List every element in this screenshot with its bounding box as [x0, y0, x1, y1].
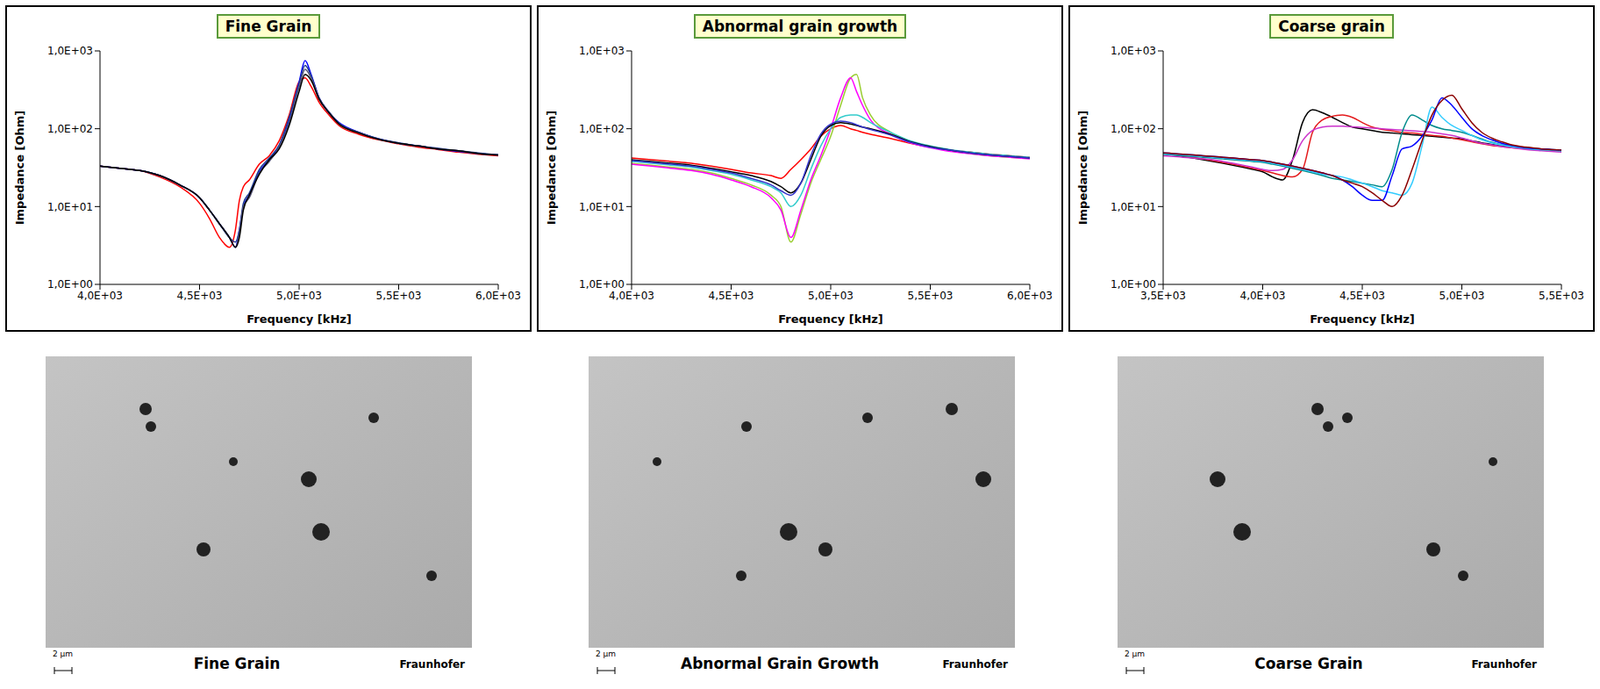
svg-text:5,5E+03: 5,5E+03	[376, 289, 422, 302]
svg-text:1,0E+01: 1,0E+01	[578, 200, 625, 214]
html-text:Fraunhofer: Fraunhofer	[942, 657, 1008, 671]
html-text:Abnormal Grain Growth: Abnormal Grain Growth	[680, 654, 879, 672]
html-text:2 µm: 2 µm	[1124, 649, 1145, 658]
svg-text:Impedance [Ohm]: Impedance [Ohm]	[1076, 110, 1090, 226]
html-text:Coarse Grain: Coarse Grain	[1254, 654, 1363, 672]
html-text:Abnormal grain growth: Abnormal grain growth	[702, 17, 898, 36]
html-text:Fine Grain: Fine Grain	[193, 654, 281, 672]
html-text:2 µm: 2 µm	[595, 649, 616, 658]
svg-text:3,5E+03: 3,5E+03	[1140, 289, 1186, 302]
svg-text:Impedance [Ohm]: Impedance [Ohm]	[13, 110, 27, 226]
svg-text:Frequency [kHz]: Frequency [kHz]	[246, 312, 352, 326]
svg-text:4,0E+03: 4,0E+03	[608, 289, 655, 302]
svg-text:4,5E+03: 4,5E+03	[708, 289, 755, 302]
svg-text:6,0E+03: 6,0E+03	[475, 289, 522, 302]
svg-text:1,0E+00: 1,0E+00	[578, 278, 625, 291]
svg-text:5,5E+03: 5,5E+03	[1538, 289, 1585, 302]
svg-text:Impedance [Ohm]: Impedance [Ohm]	[544, 110, 558, 226]
svg-text:1,0E+01: 1,0E+01	[47, 200, 93, 214]
svg-text:5,0E+03: 5,0E+03	[1439, 289, 1486, 302]
svg-text:4,0E+03: 4,0E+03	[77, 289, 123, 302]
html-text:2 µm: 2 µm	[52, 649, 73, 658]
svg-text:1,0E+03: 1,0E+03	[1110, 44, 1157, 58]
svg-text:4,5E+03: 4,5E+03	[177, 289, 223, 302]
svg-text:4,5E+03: 4,5E+03	[1339, 289, 1386, 302]
svg-text:5,5E+03: 5,5E+03	[907, 289, 954, 302]
svg-text:1,0E+01: 1,0E+01	[1110, 200, 1157, 214]
svg-text:1,0E+03: 1,0E+03	[47, 44, 93, 58]
svg-text:6,0E+03: 6,0E+03	[1007, 289, 1053, 302]
html-text:Coarse grain: Coarse grain	[1278, 17, 1385, 36]
svg-text:1,0E+03: 1,0E+03	[578, 44, 625, 58]
svg-text:4,0E+03: 4,0E+03	[1240, 289, 1286, 302]
html-text:Fraunhofer: Fraunhofer	[399, 657, 465, 671]
svg-text:1,0E+02: 1,0E+02	[1110, 122, 1157, 136]
svg-text:1,0E+02: 1,0E+02	[47, 122, 93, 136]
svg-text:Frequency [kHz]: Frequency [kHz]	[778, 312, 884, 326]
svg-text:5,0E+03: 5,0E+03	[807, 289, 854, 302]
html-text:Fraunhofer: Fraunhofer	[1471, 657, 1537, 671]
svg-text:1,0E+02: 1,0E+02	[578, 122, 625, 136]
html-text:Fine Grain: Fine Grain	[225, 17, 312, 36]
svg-text:Frequency [kHz]: Frequency [kHz]	[1309, 312, 1415, 326]
svg-text:5,0E+03: 5,0E+03	[276, 289, 322, 302]
svg-text:1,0E+00: 1,0E+00	[47, 278, 93, 291]
svg-text:1,0E+00: 1,0E+00	[1110, 278, 1157, 291]
